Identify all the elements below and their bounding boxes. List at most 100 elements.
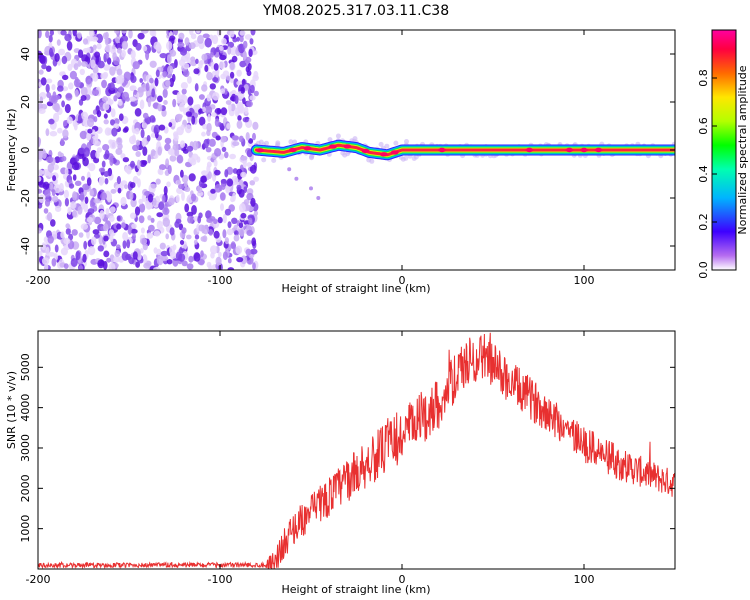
noise-speckle [236, 257, 244, 263]
noise-speckle [69, 70, 77, 80]
snr-x-tick-label: -100 [208, 573, 233, 586]
noise-speckle [74, 89, 79, 98]
noise-speckle [101, 160, 106, 168]
noise-speckle [134, 127, 140, 135]
noise-speckle [132, 233, 136, 240]
spec-y-tick-label: -20 [19, 189, 32, 207]
noise-speckle [252, 132, 256, 141]
noise-speckle [231, 175, 239, 186]
noise-speckle [92, 229, 100, 235]
noise-speckle [129, 191, 134, 201]
noise-speckle [46, 78, 53, 84]
noise-speckle [238, 222, 244, 229]
noise-speckle [183, 181, 188, 188]
noise-speckle [153, 247, 158, 254]
signal-scatter [287, 167, 292, 172]
noise-speckle [161, 255, 169, 262]
noise-speckle [49, 130, 58, 137]
noise-speckle [87, 128, 93, 134]
noise-speckle [143, 262, 151, 269]
spec-x-tick-label: -200 [26, 274, 51, 287]
noise-speckle [169, 227, 175, 236]
noise-speckle [180, 82, 188, 90]
noise-speckle [249, 248, 258, 255]
snr-x-tick-label: -200 [26, 573, 51, 586]
noise-speckle [103, 113, 108, 119]
spec-x-tick-label: 0 [399, 274, 406, 287]
noise-speckle [210, 188, 216, 194]
noise-speckle [230, 196, 235, 203]
noise-speckle [86, 216, 93, 223]
noise-speckle [221, 146, 227, 152]
signal-halo [264, 140, 269, 146]
noise-speckle [67, 63, 73, 71]
noise-speckle [44, 189, 51, 198]
noise-speckle [183, 69, 190, 78]
signal-halo [384, 143, 390, 149]
noise-speckle [179, 140, 186, 148]
noise-speckle [208, 264, 212, 270]
noise-speckle [72, 174, 77, 181]
noise-speckle [88, 163, 96, 172]
noise-speckle [149, 115, 156, 123]
noise-speckle [195, 104, 201, 110]
noise-speckle [204, 105, 213, 115]
noise-speckle [130, 160, 135, 168]
noise-speckle [52, 164, 60, 171]
noise-speckle [164, 203, 168, 213]
noise-speckle [73, 78, 81, 88]
noise-speckle [140, 128, 145, 139]
noise-speckle [218, 185, 223, 192]
noise-speckle [103, 235, 109, 242]
noise-speckle [243, 199, 250, 205]
noise-speckle [130, 228, 138, 234]
noise-speckle [217, 251, 222, 258]
signal-scatter [309, 186, 313, 191]
noise-speckle [246, 100, 253, 108]
noise-speckle [191, 205, 197, 215]
noise-speckle [75, 154, 80, 162]
noise-speckle [179, 240, 185, 245]
noise-speckle [153, 41, 161, 50]
signal-halo [352, 136, 358, 142]
noise-speckle [96, 43, 102, 50]
signal-halo [292, 139, 298, 145]
noise-speckle [215, 69, 220, 78]
noise-speckle [189, 30, 194, 36]
noise-speckle [169, 245, 175, 256]
noise-speckle [192, 140, 199, 151]
noise-speckle [106, 257, 111, 263]
noise-speckle [104, 149, 110, 159]
noise-speckle [140, 227, 145, 234]
snr-y-tick-label: 3000 [19, 434, 32, 462]
noise-speckle [188, 42, 196, 50]
noise-speckle [38, 188, 43, 194]
noise-speckle [102, 96, 108, 103]
noise-speckle [198, 94, 205, 100]
noise-speckle [229, 153, 237, 160]
noise-speckle [206, 71, 213, 81]
noise-speckle [202, 235, 208, 243]
noise-speckle [247, 88, 252, 96]
noise-speckle [104, 178, 109, 185]
noise-speckle [220, 178, 227, 184]
noise-speckle [80, 223, 89, 230]
noise-speckle [193, 239, 198, 245]
signal-hotspot [303, 146, 312, 151]
noise-speckle [181, 260, 188, 267]
noise-speckle [182, 63, 190, 70]
noise-speckle [51, 84, 56, 91]
noise-speckle [110, 108, 116, 118]
noise-speckle [244, 34, 252, 40]
noise-speckle [217, 216, 223, 224]
noise-speckle [173, 133, 179, 142]
noise-speckle [58, 48, 66, 56]
noise-speckle [142, 146, 148, 156]
noise-speckle [91, 236, 97, 246]
noise-speckle [45, 83, 50, 93]
noise-speckle [125, 96, 130, 102]
noise-speckle [181, 191, 185, 201]
noise-speckle [134, 206, 141, 216]
noise-speckle [82, 253, 87, 263]
noise-speckle [48, 34, 53, 43]
